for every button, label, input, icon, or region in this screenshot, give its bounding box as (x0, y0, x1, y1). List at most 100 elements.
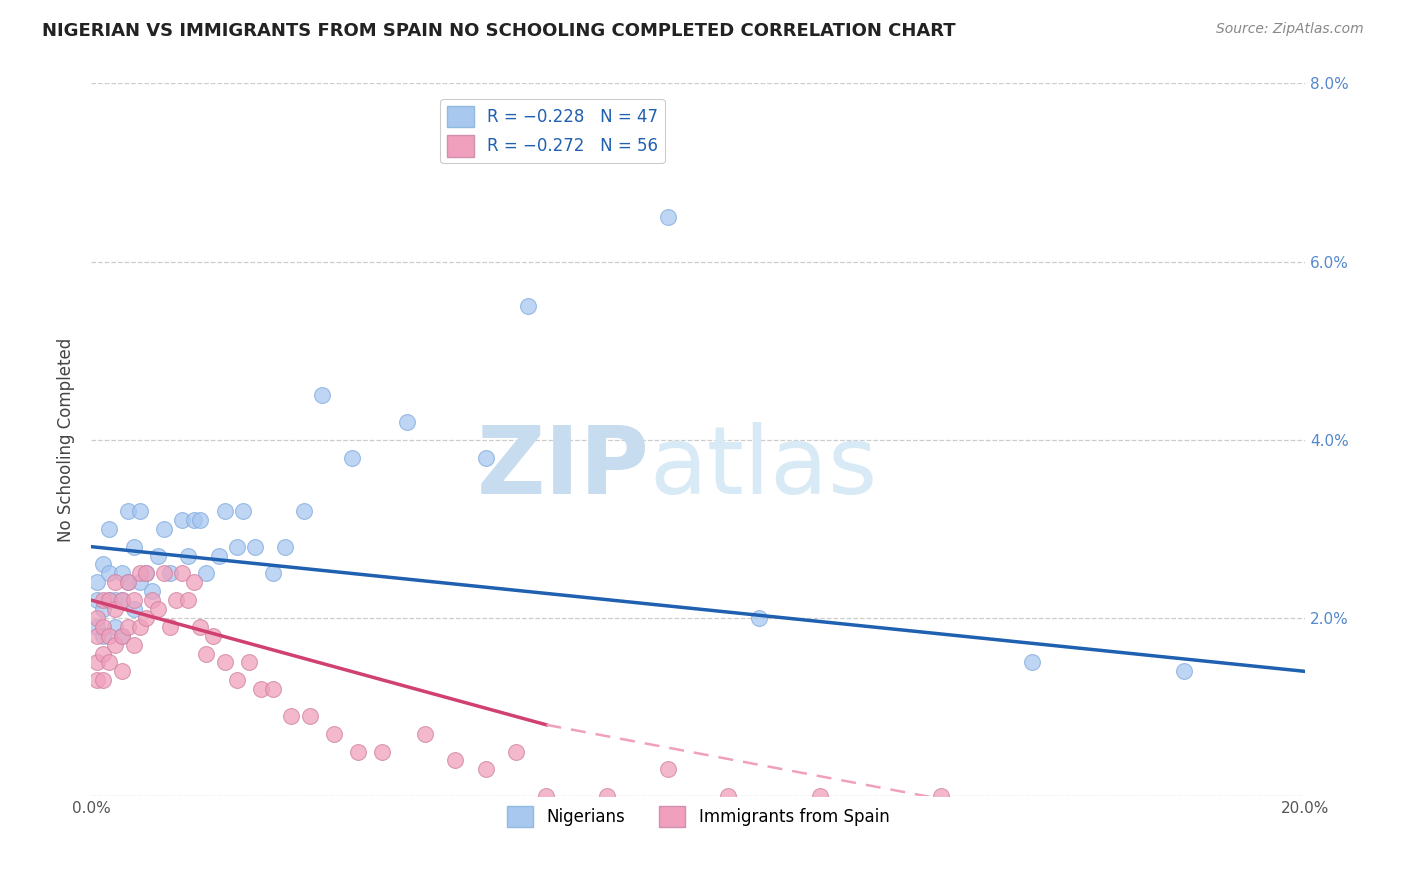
Point (110, 566, 132, 581)
Text: atlas: atlas (650, 422, 877, 515)
Point (177, 593, 200, 607)
Point (153, 566, 176, 581)
Point (104, 602, 127, 616)
Point (262, 566, 284, 581)
Point (135, 566, 157, 581)
Point (146, 602, 169, 616)
Point (86, 656, 108, 670)
Text: Source: ZipAtlas.com: Source: ZipAtlas.com (1216, 22, 1364, 37)
Point (195, 566, 218, 581)
Point (86, 629, 108, 643)
Point (117, 620, 139, 634)
Point (517, 299, 540, 313)
Point (214, 656, 236, 670)
Point (311, 388, 333, 402)
Point (98, 566, 121, 581)
Point (86, 611, 108, 625)
Point (444, 754, 467, 768)
Point (207, 549, 229, 563)
Point (110, 593, 132, 607)
Point (292, 504, 315, 518)
Point (86, 620, 108, 634)
Point (91, 629, 114, 643)
Point (104, 638, 127, 652)
Point (98, 593, 121, 607)
Point (91, 673, 114, 688)
Point (214, 504, 236, 518)
Point (596, 789, 619, 803)
Legend: Nigerians, Immigrants from Spain: Nigerians, Immigrants from Spain (501, 799, 896, 834)
Point (183, 513, 205, 527)
Point (159, 620, 181, 634)
Point (128, 504, 150, 518)
Point (122, 638, 145, 652)
Point (117, 575, 139, 590)
Point (172, 566, 194, 581)
Text: ZIP: ZIP (477, 422, 650, 515)
Point (195, 647, 218, 661)
Point (298, 709, 321, 723)
Point (104, 593, 127, 607)
Point (238, 656, 260, 670)
Point (91, 593, 114, 607)
Point (165, 593, 187, 607)
Point (340, 450, 363, 465)
Point (135, 566, 157, 581)
Point (86, 673, 108, 688)
Point (177, 549, 200, 563)
Point (1173, 665, 1195, 679)
Point (274, 540, 297, 554)
Point (929, 789, 952, 803)
Point (98, 656, 121, 670)
Point (128, 575, 150, 590)
Point (91, 620, 114, 634)
Point (110, 629, 132, 643)
Point (122, 593, 145, 607)
Point (86, 575, 108, 590)
Point (183, 575, 205, 590)
Point (122, 540, 145, 554)
Point (190, 620, 212, 634)
Point (474, 763, 496, 777)
Point (117, 504, 139, 518)
Point (98, 629, 121, 643)
Point (110, 665, 132, 679)
Point (190, 513, 212, 527)
Point (280, 709, 302, 723)
Point (110, 629, 132, 643)
Text: NIGERIAN VS IMMIGRANTS FROM SPAIN NO SCHOOLING COMPLETED CORRELATION CHART: NIGERIAN VS IMMIGRANTS FROM SPAIN NO SCH… (42, 22, 956, 40)
Point (262, 682, 284, 697)
Point (135, 611, 157, 625)
Point (657, 763, 679, 777)
Point (141, 584, 163, 599)
Point (657, 210, 679, 224)
Point (98, 522, 121, 536)
Point (159, 566, 181, 581)
Point (413, 727, 436, 741)
Point (225, 540, 247, 554)
Point (172, 513, 194, 527)
Point (1021, 656, 1043, 670)
Point (201, 629, 224, 643)
Point (146, 549, 169, 563)
Point (128, 620, 150, 634)
Point (225, 673, 247, 688)
Point (98, 593, 121, 607)
Point (104, 575, 127, 590)
Point (117, 575, 139, 590)
Point (323, 727, 346, 741)
Point (104, 620, 127, 634)
Point (250, 682, 273, 697)
Point (91, 602, 114, 616)
Point (808, 789, 831, 803)
Point (91, 647, 114, 661)
Point (86, 593, 108, 607)
Point (395, 415, 418, 429)
Point (232, 504, 254, 518)
Point (128, 566, 150, 581)
Point (141, 593, 163, 607)
Point (748, 611, 770, 625)
Point (505, 745, 527, 759)
Point (474, 450, 496, 465)
Point (122, 602, 145, 616)
